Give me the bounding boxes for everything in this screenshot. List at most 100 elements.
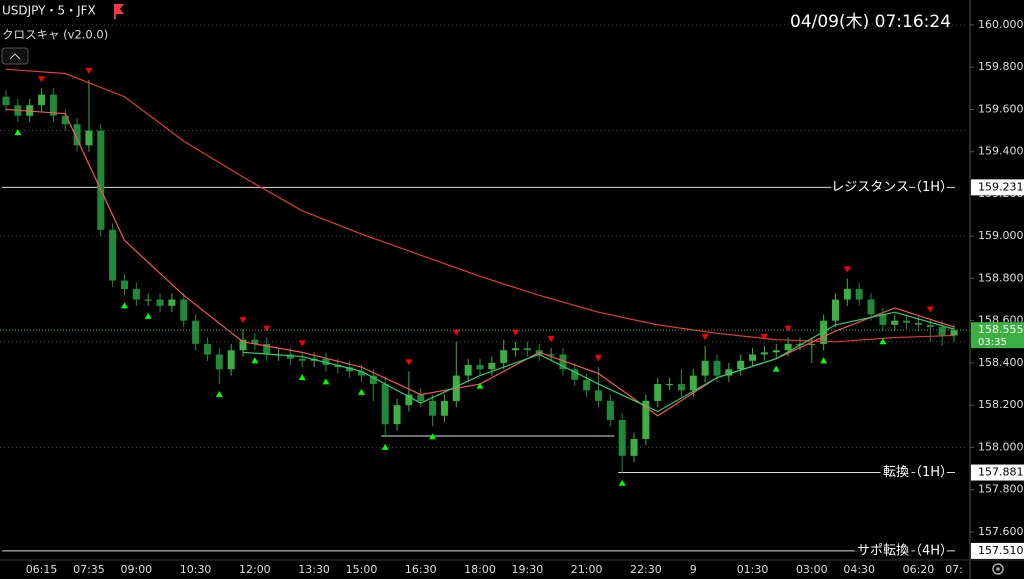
candle-body bbox=[405, 394, 413, 406]
y-tick-label: 159.000 bbox=[978, 229, 1024, 242]
x-tick-label: 16:30 bbox=[405, 563, 437, 576]
sell-signal bbox=[85, 67, 93, 74]
candle-body bbox=[618, 419, 626, 456]
candle-body bbox=[808, 343, 816, 345]
candle-body bbox=[121, 280, 128, 289]
candle-body bbox=[97, 130, 105, 230]
candle-body bbox=[488, 362, 496, 370]
candle-body bbox=[346, 367, 354, 372]
level-label: サポ転換（4H） bbox=[857, 543, 953, 558]
ma-line bbox=[5, 68, 955, 343]
candle-body bbox=[832, 299, 839, 321]
candle-body bbox=[429, 400, 437, 416]
candle-body bbox=[843, 288, 851, 300]
buy-signal bbox=[476, 382, 484, 389]
y-tick-label: 159.600 bbox=[978, 102, 1024, 115]
sell-signal bbox=[595, 355, 602, 362]
candle-body bbox=[903, 320, 911, 323]
x-tick-label: 07: bbox=[945, 563, 963, 576]
candle-body bbox=[512, 348, 520, 351]
buy-signal bbox=[251, 357, 259, 364]
x-tick-label: 07:35 bbox=[73, 563, 105, 576]
candle-body bbox=[760, 352, 768, 355]
sell-signal bbox=[547, 336, 555, 343]
candle-body bbox=[440, 400, 448, 416]
candle-body bbox=[180, 299, 188, 321]
candle-body bbox=[61, 115, 69, 125]
buy-signal bbox=[820, 357, 828, 364]
x-tick-label: 01:30 bbox=[737, 563, 769, 576]
candle-body bbox=[879, 314, 887, 325]
candle-body bbox=[417, 394, 425, 401]
sell-signal bbox=[298, 340, 306, 347]
candle-body bbox=[109, 229, 117, 281]
candle-body bbox=[914, 322, 922, 325]
candle-body bbox=[701, 360, 709, 376]
candle-body bbox=[322, 358, 330, 366]
sell-signal bbox=[926, 306, 934, 313]
settings-icon-center bbox=[996, 567, 1000, 571]
x-tick-label: 04:30 bbox=[843, 563, 875, 576]
sell-signal bbox=[701, 334, 709, 341]
candle-body bbox=[263, 343, 271, 355]
candle-body bbox=[73, 124, 81, 146]
candle-body bbox=[713, 360, 721, 376]
candle-body bbox=[286, 354, 294, 359]
x-tick-label: 22:30 bbox=[630, 563, 662, 576]
candle-body bbox=[796, 343, 804, 345]
settings-icon[interactable] bbox=[992, 563, 1004, 575]
candle-body bbox=[334, 365, 342, 368]
buy-signal bbox=[322, 378, 330, 385]
candle-body bbox=[215, 354, 223, 370]
sell-signal bbox=[405, 359, 413, 366]
sell-signal bbox=[239, 317, 247, 324]
collapse-icon bbox=[9, 53, 21, 60]
last-price-box bbox=[971, 322, 1024, 349]
candle-body bbox=[500, 350, 508, 363]
collapse-button[interactable] bbox=[1, 47, 29, 65]
candle-body bbox=[867, 299, 875, 315]
candle-body bbox=[298, 358, 306, 361]
candle-body bbox=[772, 350, 780, 353]
candle-body bbox=[725, 369, 733, 376]
candle-body bbox=[168, 299, 176, 306]
candle-body bbox=[358, 371, 365, 376]
candle-body bbox=[523, 348, 531, 351]
sell-signal bbox=[38, 76, 46, 83]
buy-signal bbox=[144, 312, 152, 319]
y-tick-label: 157.600 bbox=[978, 525, 1024, 538]
buy-signal bbox=[14, 129, 22, 136]
flag-icon[interactable] bbox=[114, 4, 124, 19]
candle-body bbox=[595, 390, 602, 401]
indicator-name: クロスキャ (v2.0.0) bbox=[2, 28, 108, 42]
x-tick-label: 18:00 bbox=[464, 563, 496, 576]
x-tick-label: 19:30 bbox=[512, 563, 544, 576]
candle-body bbox=[156, 299, 164, 306]
y-tick-label: 157.800 bbox=[978, 483, 1024, 496]
level-label: 転換（1H） bbox=[883, 465, 953, 480]
plot-area bbox=[0, 24, 970, 552]
y-tick-label: 158.400 bbox=[978, 356, 1024, 369]
buy-signal bbox=[772, 365, 780, 372]
candle-body bbox=[251, 339, 259, 344]
candle-body bbox=[132, 288, 140, 300]
y-tick-label: 160.000 bbox=[978, 18, 1024, 31]
candle-body bbox=[749, 354, 757, 361]
candle-body bbox=[239, 339, 247, 351]
candle-body bbox=[464, 365, 472, 376]
y-tick-label: 158.000 bbox=[978, 440, 1024, 453]
buy-signal bbox=[618, 479, 626, 486]
x-tick-label: 13:30 bbox=[298, 563, 330, 576]
candle-body bbox=[654, 384, 662, 401]
candle-body bbox=[891, 320, 899, 325]
candle-body bbox=[227, 350, 235, 370]
x-tick-label: 03:00 bbox=[796, 563, 828, 576]
candle-body bbox=[950, 330, 958, 336]
clock: 04/09(木) 07:16:24 bbox=[790, 12, 951, 32]
candle-body bbox=[642, 400, 650, 439]
candle-body bbox=[666, 384, 674, 386]
x-tick-label: 9 bbox=[690, 563, 697, 576]
buy-signal bbox=[298, 374, 306, 381]
candle-body bbox=[381, 384, 389, 425]
